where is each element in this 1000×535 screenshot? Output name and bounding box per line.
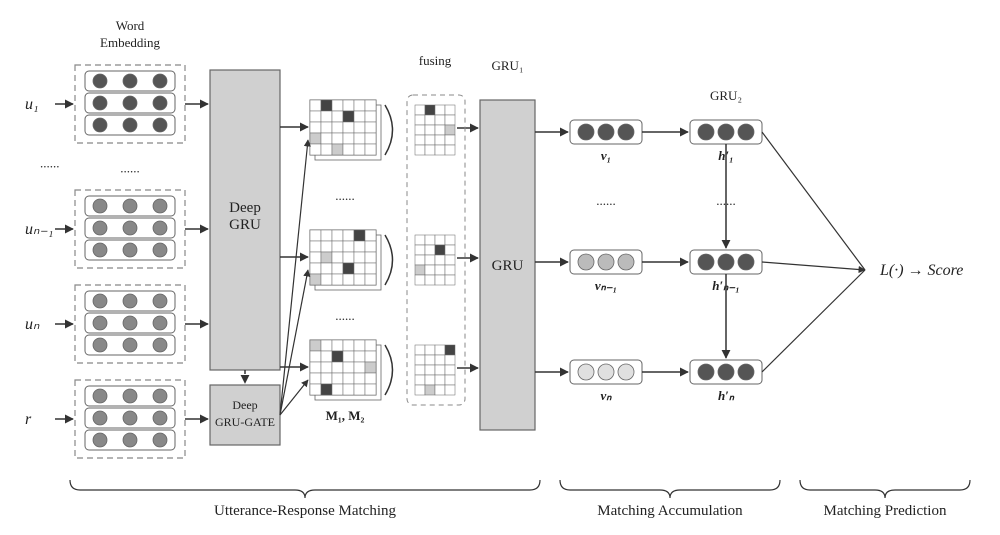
v-0: v₁: [601, 148, 611, 163]
word-embedding-label: WordEmbedding: [100, 18, 160, 50]
h-2: h′ₙ: [718, 388, 735, 403]
architecture-diagram: u₁ uₙ₋₁ uₙ r WordEmbedding............ DeepGR…: [10, 10, 990, 525]
score-label: L(·) → Score: [879, 262, 963, 279]
section-matching-accumulation: Matching Accumulation: [597, 503, 743, 519]
input-u1: u₁: [25, 96, 39, 113]
svg-text:DeepGRU: DeepGRU: [229, 200, 261, 233]
input-un: uₙ: [25, 316, 40, 333]
svg-text:GRU: GRU: [492, 258, 524, 274]
section-matching-prediction: Matching Prediction: [824, 503, 947, 519]
svg-text:......: ......: [40, 156, 60, 171]
input-r: r: [25, 411, 32, 428]
svg-text:......: ......: [120, 161, 140, 176]
gru1-label: GRU₁: [492, 58, 524, 73]
section-utterance-response: Utterance-Response Matching: [214, 503, 397, 519]
v-1: vₙ₋₁: [595, 278, 617, 293]
gru2-label: GRU₂: [710, 88, 742, 103]
v-2: vₙ: [601, 388, 613, 403]
svg-text:......: ......: [596, 193, 616, 208]
svg-text:......: ......: [335, 188, 355, 203]
fusing-label: fusing: [419, 53, 452, 68]
svg-text:......: ......: [335, 308, 355, 323]
input-un1: uₙ₋₁: [25, 221, 53, 238]
m1m2-label: M₁, M₂: [326, 408, 365, 423]
